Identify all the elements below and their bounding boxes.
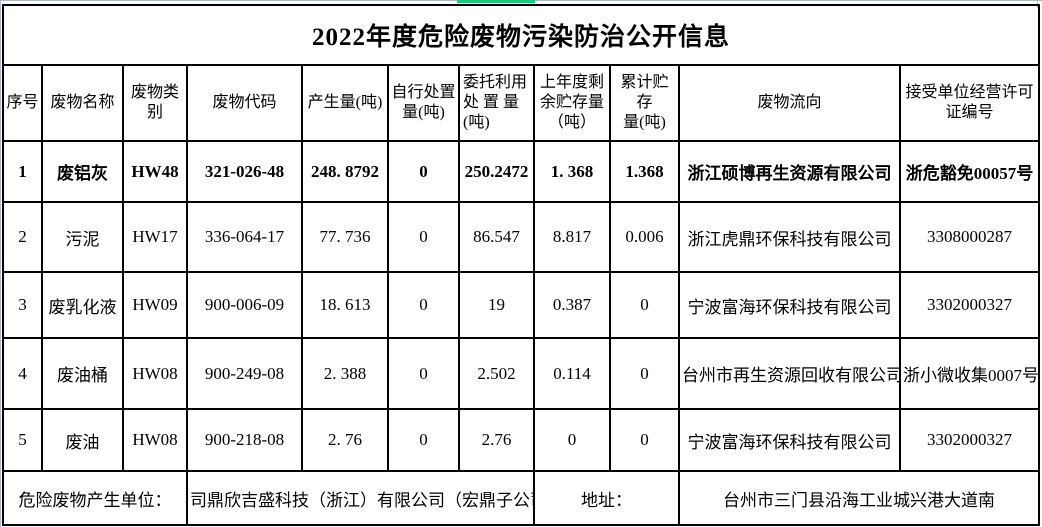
cell-self-disposal: 0 bbox=[387, 201, 460, 273]
cell-waste-code: 336-064-17 bbox=[186, 201, 303, 273]
column-header-category: 废物类 别 bbox=[122, 64, 188, 142]
cell-category: HW48 bbox=[122, 140, 188, 203]
producer-value: 司鼎欣吉盛科技（浙江）有限公司（宏鼎子公司） bbox=[186, 470, 535, 526]
producer-label: 危险废物产生单位： bbox=[2, 470, 188, 526]
cell-serial: 3 bbox=[2, 271, 43, 339]
cell-self-disposal: 0 bbox=[387, 337, 460, 410]
cell-previous-storage: 0 bbox=[533, 408, 611, 472]
column-header-serial: 序号 bbox=[2, 64, 43, 142]
cell-generated-amount: 18. 613 bbox=[301, 271, 389, 339]
cell-license-number: 浙危豁免00057号 bbox=[899, 140, 1040, 203]
cell-waste-code: 900-006-09 bbox=[186, 271, 303, 339]
cell-previous-storage: 8.817 bbox=[533, 201, 611, 273]
cell-serial: 4 bbox=[2, 337, 43, 410]
cell-generated-amount: 2. 76 bbox=[301, 408, 389, 472]
cell-license-number: 3302000327 bbox=[899, 408, 1040, 472]
title-row: 2022年度危险废物污染防治公开信息 bbox=[2, 4, 1040, 66]
cell-category: HW08 bbox=[122, 337, 188, 410]
cell-waste-name: 废乳化液 bbox=[41, 271, 124, 339]
cell-waste-name: 污泥 bbox=[41, 201, 124, 273]
cell-generated-amount: 248. 8792 bbox=[301, 140, 389, 203]
cell-serial: 2 bbox=[2, 201, 43, 273]
cell-self-disposal: 0 bbox=[387, 271, 460, 339]
cell-license-number: 3302000327 bbox=[899, 271, 1040, 339]
cell-generated-amount: 77. 736 bbox=[301, 201, 389, 273]
column-header-license-number: 接受单位经营许可 证编号 bbox=[899, 64, 1040, 142]
column-header-cumulative-storage: 累计贮存 量(吨) bbox=[609, 64, 680, 142]
cell-entrusted-disposal: 2.502 bbox=[458, 337, 535, 410]
cell-category: HW17 bbox=[122, 201, 188, 273]
cell-waste-flow: 台州市再生资源回收有限公司 bbox=[678, 337, 901, 410]
cell-cumulative-storage: 0 bbox=[609, 408, 680, 472]
table-row: 2 污泥 HW17 336-064-17 77. 736 0 86.547 8.… bbox=[2, 201, 1040, 273]
table-row: 5 废油 HW08 900-218-08 2. 76 0 2.76 0 0 宁波… bbox=[2, 408, 1040, 472]
cell-previous-storage: 0.387 bbox=[533, 271, 611, 339]
cell-serial: 5 bbox=[2, 408, 43, 472]
header-row: 序号 废物名称 废物类 别 废物代码 产生量(吨) 自行处置 量(吨) 委托利用… bbox=[2, 64, 1040, 142]
cell-waste-flow: 浙江硕博再生资源有限公司 bbox=[678, 140, 901, 203]
cell-waste-code: 900-249-08 bbox=[186, 337, 303, 410]
cell-waste-flow: 浙江虎鼎环保科技有限公司 bbox=[678, 201, 901, 273]
cell-serial: 1 bbox=[2, 140, 43, 203]
cell-entrusted-disposal: 19 bbox=[458, 271, 535, 339]
cell-entrusted-disposal: 86.547 bbox=[458, 201, 535, 273]
frame-right-line bbox=[1037, 0, 1038, 8]
page-title: 2022年度危险废物污染防治公开信息 bbox=[2, 4, 1040, 66]
column-header-waste-code: 废物代码 bbox=[186, 64, 303, 142]
column-header-previous-storage: 上年度剩 余贮存量 （吨） bbox=[533, 64, 611, 142]
cell-cumulative-storage: 0.006 bbox=[609, 201, 680, 273]
address-value: 台州市三门县沿海工业城兴港大道南 bbox=[678, 470, 1040, 526]
cell-cumulative-storage: 0 bbox=[609, 271, 680, 339]
cell-category: HW09 bbox=[122, 271, 188, 339]
column-header-generated-amount: 产生量(吨) bbox=[301, 64, 389, 142]
cell-waste-name: 废铝灰 bbox=[41, 140, 124, 203]
frame-left-line bbox=[0, 0, 1, 527]
cell-generated-amount: 2. 388 bbox=[301, 337, 389, 410]
cell-waste-code: 900-218-08 bbox=[186, 408, 303, 472]
cell-cumulative-storage: 1.368 bbox=[609, 140, 680, 203]
table-row: 1 废铝灰 HW48 321-026-48 248. 8792 0 250.24… bbox=[2, 140, 1040, 203]
column-header-entrusted-disposal: 委托利用 处 置 量 (吨) bbox=[458, 64, 535, 142]
footer-row: 危险废物产生单位： 司鼎欣吉盛科技（浙江）有限公司（宏鼎子公司） 地址： 台州市… bbox=[2, 470, 1040, 526]
cell-waste-code: 321-026-48 bbox=[186, 140, 303, 203]
cell-license-number: 3308000287 bbox=[899, 201, 1040, 273]
cell-previous-storage: 0.114 bbox=[533, 337, 611, 410]
cell-self-disposal: 0 bbox=[387, 408, 460, 472]
table-row: 4 废油桶 HW08 900-249-08 2. 388 0 2.502 0.1… bbox=[2, 337, 1040, 410]
cell-entrusted-disposal: 2.76 bbox=[458, 408, 535, 472]
address-label: 地址： bbox=[533, 470, 680, 526]
cell-cumulative-storage: 0 bbox=[609, 337, 680, 410]
cell-previous-storage: 1. 368 bbox=[533, 140, 611, 203]
progress-bar bbox=[457, 0, 535, 3]
cell-waste-name: 废油 bbox=[41, 408, 124, 472]
cell-entrusted-disposal: 250.2472 bbox=[458, 140, 535, 203]
cell-waste-name: 废油桶 bbox=[41, 337, 124, 410]
column-header-self-disposal: 自行处置 量(吨) bbox=[387, 64, 460, 142]
cell-category: HW08 bbox=[122, 408, 188, 472]
waste-disclosure-table: 2022年度危险废物污染防治公开信息 序号 废物名称 废物类 别 废物代码 产生… bbox=[2, 4, 1040, 526]
cell-waste-flow: 宁波富海环保科技有限公司 bbox=[678, 271, 901, 339]
cell-waste-flow: 宁波富海环保科技有限公司 bbox=[678, 408, 901, 472]
table-row: 3 废乳化液 HW09 900-006-09 18. 613 0 19 0.38… bbox=[2, 271, 1040, 339]
column-header-waste-name: 废物名称 bbox=[41, 64, 124, 142]
cell-self-disposal: 0 bbox=[387, 140, 460, 203]
cell-license-number: 浙小微收集0007号 bbox=[899, 337, 1040, 410]
column-header-waste-flow: 废物流向 bbox=[678, 64, 901, 142]
